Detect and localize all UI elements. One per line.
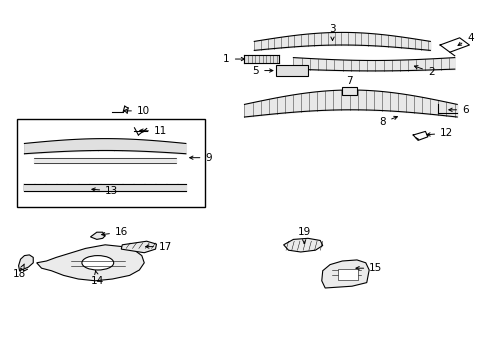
Text: 17: 17	[145, 242, 172, 252]
Polygon shape	[283, 238, 322, 252]
Text: 5: 5	[252, 66, 272, 76]
Polygon shape	[121, 241, 156, 253]
Text: 18: 18	[13, 264, 26, 279]
FancyBboxPatch shape	[342, 87, 356, 95]
Text: 8: 8	[379, 116, 397, 127]
Text: 9: 9	[189, 153, 212, 163]
Text: 1: 1	[223, 54, 244, 64]
Text: 11: 11	[140, 126, 167, 136]
Polygon shape	[37, 245, 144, 281]
Text: 2: 2	[413, 66, 434, 77]
Bar	[17, 119, 205, 207]
FancyBboxPatch shape	[276, 65, 307, 76]
Bar	[338, 269, 357, 280]
Text: 7: 7	[346, 76, 352, 91]
Ellipse shape	[82, 256, 113, 270]
Text: 6: 6	[448, 105, 468, 115]
Text: 10: 10	[123, 106, 150, 116]
Text: 19: 19	[297, 227, 310, 243]
Text: 4: 4	[457, 33, 473, 45]
Text: 12: 12	[426, 128, 452, 138]
Text: 13: 13	[92, 186, 118, 196]
Text: 16: 16	[102, 227, 128, 237]
Polygon shape	[321, 260, 368, 288]
Text: 15: 15	[355, 263, 382, 273]
Text: 14: 14	[91, 270, 104, 286]
Polygon shape	[90, 232, 105, 239]
Polygon shape	[19, 255, 33, 271]
Text: 3: 3	[328, 24, 335, 40]
